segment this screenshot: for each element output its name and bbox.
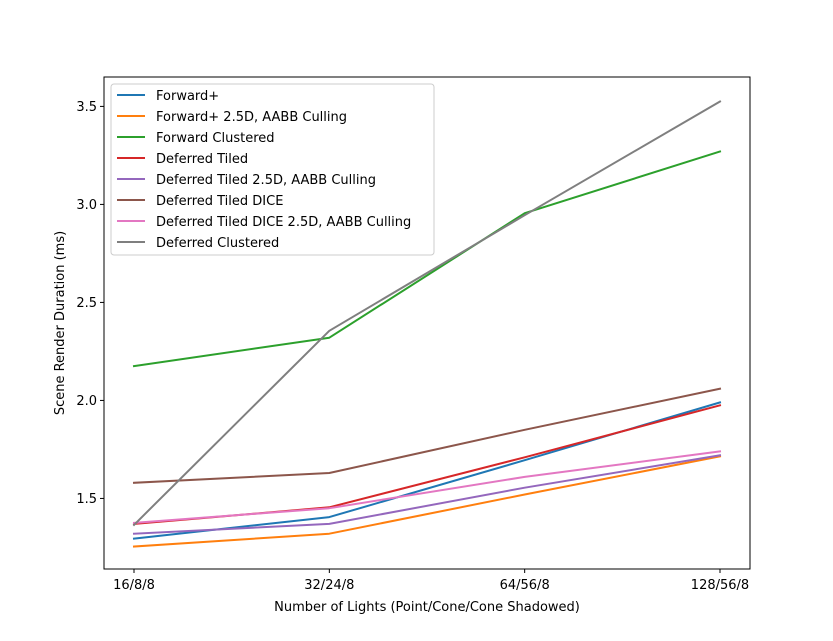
x-tick-label: 64/56/8 bbox=[500, 578, 550, 593]
series-line bbox=[132, 450, 722, 524]
legend-label: Deferred Tiled DICE 2.5D, AABB Culling bbox=[156, 215, 411, 230]
series-lines bbox=[132, 100, 722, 548]
y-axis-title: Scene Render Duration (ms) bbox=[53, 231, 68, 415]
x-axis-title: Number of Lights (Point/Cone/Cone Shadow… bbox=[274, 600, 580, 615]
x-tick-label: 16/8/8 bbox=[113, 578, 155, 593]
legend-label: Forward Clustered bbox=[156, 131, 275, 146]
y-tick-label: 3.5 bbox=[76, 100, 97, 115]
legend-label: Deferred Tiled bbox=[156, 152, 248, 167]
plot-frame bbox=[103, 76, 751, 570]
y-tick-label: 1.5 bbox=[76, 492, 97, 507]
legend-label: Deferred Tiled DICE bbox=[156, 194, 283, 209]
series-line bbox=[132, 454, 722, 535]
y-tick-label: 3.0 bbox=[76, 198, 97, 213]
legend-box bbox=[110, 83, 435, 256]
plot-area bbox=[103, 76, 751, 570]
legend-label: Deferred Tiled 2.5D, AABB Culling bbox=[156, 173, 376, 188]
y-axis: 1.5 2.0 2.5 3.0 3.5 bbox=[76, 100, 104, 507]
legend-entries: Forward+ Forward+ 2.5D, AABB Culling Forwa… bbox=[117, 89, 411, 251]
series-line bbox=[132, 100, 722, 527]
x-tick-label: 128/56/8 bbox=[691, 578, 749, 593]
legend-label: Forward+ 2.5D, AABB Culling bbox=[156, 110, 347, 125]
y-tick-label: 2.0 bbox=[76, 394, 97, 409]
series-line bbox=[132, 387, 722, 484]
legend-label: Deferred Clustered bbox=[156, 236, 279, 251]
series-line bbox=[132, 455, 722, 548]
x-tick-label: 32/24/8 bbox=[304, 578, 354, 593]
series-line bbox=[132, 150, 722, 368]
x-axis: 16/8/8 32/24/8 64/56/8 128/56/8 bbox=[113, 569, 749, 593]
legend-label: Forward+ bbox=[156, 89, 219, 104]
legend: Forward+ Forward+ 2.5D, AABB Culling Forwa… bbox=[110, 83, 435, 256]
y-tick-label: 2.5 bbox=[76, 296, 97, 311]
